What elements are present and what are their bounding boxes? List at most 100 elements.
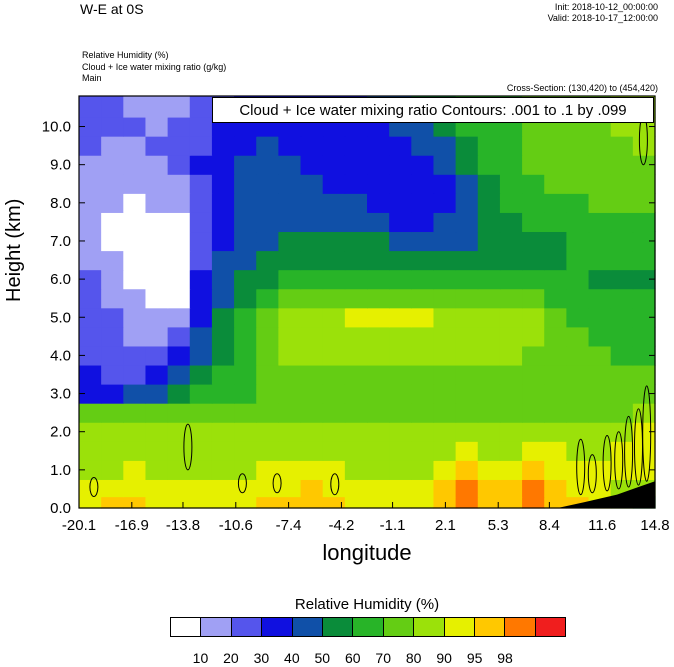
colorbar-level-label: 98: [497, 650, 513, 666]
rh-cell: [610, 250, 634, 271]
rh-cell: [256, 231, 279, 252]
rh-cell: [344, 269, 368, 290]
rh-cell: [566, 288, 590, 309]
rh-cell: [389, 364, 412, 385]
rh-cell: [455, 364, 479, 385]
rh-cell: [300, 460, 324, 480]
rh-cell: [433, 384, 457, 404]
rh-cell: [389, 326, 412, 347]
rh-cell: [433, 193, 457, 213]
rh-cell: [101, 307, 124, 328]
contour-info-box: Cloud + Ice water mixing ratio Contours:…: [212, 97, 654, 123]
rh-cell: [189, 288, 213, 309]
rh-cell: [344, 460, 368, 480]
rh-cell: [632, 136, 656, 156]
rh-cell: [300, 364, 324, 385]
rh-cell: [367, 403, 390, 423]
rh-cell: [79, 307, 102, 328]
rh-cell: [79, 403, 102, 423]
rh-cell: [566, 422, 590, 442]
rh-cell: [211, 422, 235, 442]
rh-cell: [499, 231, 523, 252]
rh-cell: [123, 174, 147, 194]
rh-cell: [79, 155, 102, 175]
colorbar-swatch: [262, 618, 293, 636]
rh-cell: [256, 479, 279, 498]
rh-cell: [455, 422, 479, 442]
rh-cell: [322, 307, 346, 328]
rh-cell: [79, 269, 102, 290]
rh-cell: [522, 384, 545, 404]
rh-cell: [322, 212, 346, 233]
rh-cell: [344, 231, 368, 252]
x-tick-label: -16.9: [115, 517, 149, 534]
rh-cell: [189, 422, 213, 442]
rh-cell: [322, 364, 346, 385]
rh-cell: [234, 155, 257, 175]
rh-cell: [544, 403, 567, 423]
plot-title: W-E at 0S: [80, 1, 144, 17]
rh-cell: [101, 403, 124, 423]
rh-cell: [101, 174, 124, 194]
rh-cell: [145, 441, 169, 461]
rh-cell: [455, 288, 479, 309]
rh-cell: [610, 345, 634, 366]
rh-cell: [455, 269, 479, 290]
rh-cell: [455, 479, 479, 498]
colorbar-level-label: 80: [405, 650, 422, 666]
rh-cell: [211, 384, 235, 404]
colorbar-swatch: [414, 618, 445, 636]
rh-cell: [522, 155, 545, 175]
rh-cell: [588, 193, 612, 213]
y-tick-label: 0.0: [50, 500, 71, 517]
rh-cell: [189, 364, 213, 385]
rh-cell: [344, 496, 368, 509]
rh-cell: [632, 307, 656, 328]
rh-cell: [411, 422, 435, 442]
rh-cell: [79, 384, 102, 404]
rh-cell: [455, 326, 479, 347]
rh-cell: [544, 479, 567, 498]
rh-cell: [610, 288, 634, 309]
rh-cell: [123, 231, 147, 252]
rh-cell: [189, 403, 213, 423]
rh-cell: [167, 441, 191, 461]
rh-cell: [455, 384, 479, 404]
rh-cell: [211, 250, 235, 271]
rh-cell: [300, 326, 324, 347]
colorbar-level-label: 40: [284, 650, 300, 666]
rh-cell: [522, 269, 545, 290]
rh-cell: [544, 496, 567, 509]
x-tick-label: 11.6: [588, 517, 616, 534]
rh-cell: [389, 441, 412, 461]
rh-cell: [278, 212, 302, 233]
rh-cell: [123, 384, 147, 404]
rh-cell: [322, 136, 346, 156]
cloud-contour: [89, 477, 99, 497]
rh-cell: [300, 345, 324, 366]
field-label-cloud: Cloud + Ice water mixing ratio (g/kg): [82, 62, 227, 72]
rh-cell: [499, 307, 523, 328]
rh-cell: [610, 364, 634, 385]
colorbar-swatch: [171, 618, 202, 636]
rh-cell: [278, 269, 302, 290]
rh-cell: [632, 422, 656, 442]
rh-cell: [234, 496, 257, 509]
rh-cell: [234, 384, 257, 404]
rh-cell: [389, 479, 412, 498]
rh-cell: [499, 496, 523, 509]
rh-cell: [167, 403, 191, 423]
rh-cell: [256, 155, 279, 175]
rh-cell: [300, 496, 324, 509]
rh-cell: [477, 403, 501, 423]
rh-cell: [455, 403, 479, 423]
rh-cell: [79, 441, 102, 461]
rh-cell: [610, 326, 634, 347]
rh-cell: [411, 212, 435, 233]
rh-cell: [211, 288, 235, 309]
x-tick-label: -7.4: [276, 517, 302, 534]
x-tick-label: 5.3: [488, 517, 509, 534]
rh-cell: [123, 212, 147, 233]
rh-cell: [588, 155, 612, 175]
